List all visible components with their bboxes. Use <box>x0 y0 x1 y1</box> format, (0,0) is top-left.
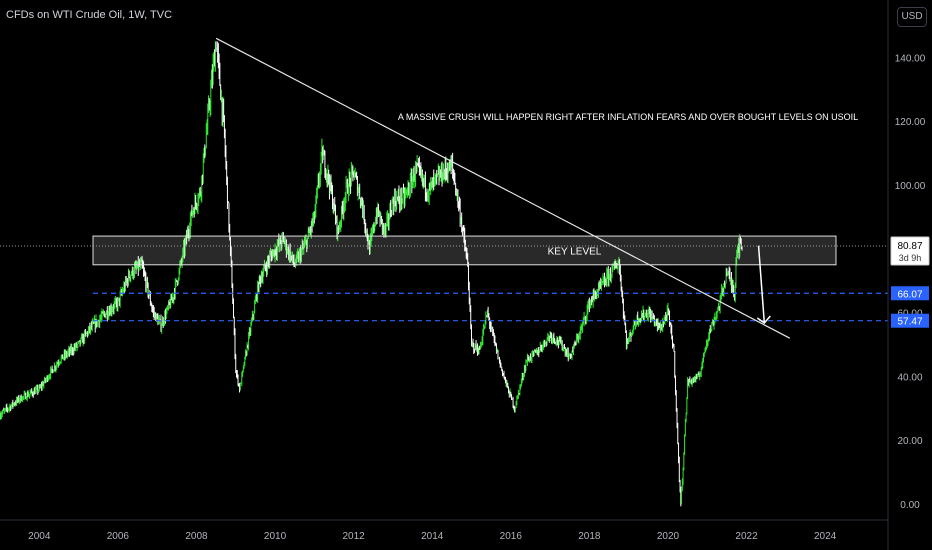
x-tick-label: 2006 <box>107 531 130 542</box>
x-tick-label: 2018 <box>578 531 601 542</box>
svg-text:57.47: 57.47 <box>897 317 922 328</box>
y-tick-label: 140.00 <box>895 53 926 64</box>
x-tick-label: 2020 <box>657 531 680 542</box>
symbol-title: CFDs on WTI Crude Oil, 1W, TVC <box>6 9 173 21</box>
y-tick-label: 20.00 <box>897 436 922 447</box>
forecast-arrow[interactable] <box>756 245 771 325</box>
bar-countdown: 3d 9h <box>899 253 922 263</box>
x-tick-label: 2014 <box>421 531 444 542</box>
y-tick-label: 40.00 <box>897 372 922 383</box>
x-tick-label: 2024 <box>814 531 837 542</box>
y-tick-label: 0.00 <box>900 500 920 511</box>
level-57-label: 57.47 <box>891 313 929 328</box>
x-tick-label: 2008 <box>185 531 208 542</box>
drawing-overlays: KEY LEVEL A MASSIVE CRUSH WILL HAPPEN RIG… <box>0 37 888 339</box>
current-price-value: 80.87 <box>897 241 922 252</box>
level-66-label: 66.07 <box>891 286 929 301</box>
headline-annotation: A MASSIVE CRUSH WILL HAPPEN RIGHT AFTER … <box>398 112 858 122</box>
svg-text:66.07: 66.07 <box>897 289 922 300</box>
key-level-zone[interactable] <box>92 235 837 266</box>
y-tick-label: 120.00 <box>895 117 926 128</box>
x-tick-label: 2016 <box>500 531 523 542</box>
x-tick-label: 2012 <box>343 531 366 542</box>
y-tick-label: 100.00 <box>895 181 926 192</box>
x-tick-label: 2004 <box>28 531 51 542</box>
key-level-label: KEY LEVEL <box>548 246 602 257</box>
x-tick-label: 2022 <box>735 531 758 542</box>
candle-series <box>0 41 743 507</box>
trendline[interactable] <box>215 37 791 339</box>
currency-button[interactable]: USD <box>897 7 927 27</box>
x-tick-label: 2010 <box>264 531 287 542</box>
